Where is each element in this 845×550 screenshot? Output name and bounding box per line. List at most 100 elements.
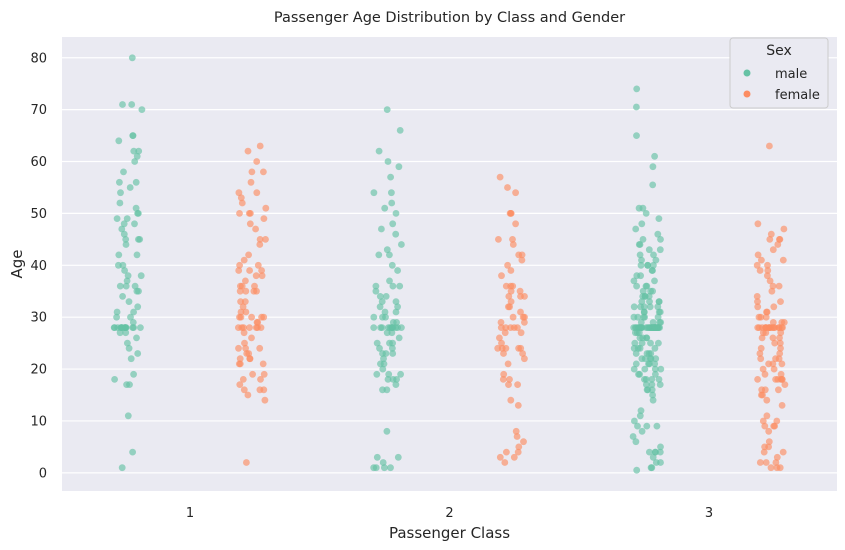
data-point-male <box>641 293 649 300</box>
data-point-male <box>632 350 640 357</box>
data-point-male <box>395 334 403 342</box>
data-point-male <box>125 344 133 352</box>
data-point-male <box>372 287 380 295</box>
data-point-female <box>248 168 256 176</box>
data-point-female <box>759 329 767 337</box>
data-point-male <box>124 272 132 280</box>
data-point-female <box>766 236 774 243</box>
data-point-male <box>634 422 641 430</box>
data-point-male <box>122 236 130 243</box>
data-point-female <box>242 344 250 352</box>
data-point-male <box>133 251 141 259</box>
data-point-male <box>126 184 134 191</box>
data-point-male <box>653 422 661 430</box>
data-point-female <box>763 308 770 316</box>
data-point-male <box>129 132 137 140</box>
data-point-male <box>119 101 126 108</box>
data-point-female <box>764 261 771 269</box>
data-point-female <box>514 324 521 331</box>
data-point-female <box>777 329 785 337</box>
data-point-male <box>629 433 637 440</box>
data-point-female <box>248 313 256 321</box>
data-point-male <box>398 241 405 248</box>
data-point-male <box>637 261 645 269</box>
data-point-male <box>392 210 400 217</box>
data-point-female <box>778 360 786 368</box>
data-point-female <box>237 194 245 202</box>
data-point-male <box>386 277 393 285</box>
data-point-male <box>656 308 664 316</box>
data-point-female <box>245 251 253 259</box>
data-point-male <box>377 324 384 331</box>
data-point-female <box>780 225 788 233</box>
data-point-female <box>496 453 504 461</box>
data-point-male <box>651 360 659 368</box>
data-point-female <box>499 376 507 383</box>
data-point-female <box>753 293 761 300</box>
data-point-male <box>648 381 656 388</box>
data-point-male <box>643 422 651 430</box>
data-point-female <box>761 443 768 451</box>
data-point-female <box>261 396 269 404</box>
data-point-female <box>244 147 252 155</box>
data-point-male <box>645 246 653 254</box>
data-point-female <box>517 308 524 316</box>
chart-title: Passenger Age Distribution by Class and … <box>274 10 625 26</box>
data-point-female <box>517 329 525 337</box>
data-point-male <box>123 215 131 223</box>
data-point-female <box>758 386 766 394</box>
data-point-male <box>373 339 381 347</box>
data-point-male <box>393 376 400 383</box>
data-point-male <box>389 350 397 357</box>
data-point-female <box>515 443 523 451</box>
data-point-male <box>386 251 393 259</box>
data-point-female <box>243 459 250 466</box>
data-point-male <box>116 178 123 186</box>
data-point-male <box>394 303 401 311</box>
legend-marker-female <box>743 90 751 98</box>
data-point-female <box>769 282 777 290</box>
data-point-male <box>651 277 658 285</box>
data-point-male <box>370 189 378 197</box>
data-point-female <box>496 334 503 342</box>
data-point-female <box>763 412 771 420</box>
data-point-female <box>774 241 782 248</box>
data-point-female <box>767 230 775 238</box>
data-point-male <box>380 355 387 363</box>
data-point-female <box>501 459 509 466</box>
data-point-female <box>498 339 505 347</box>
data-point-male <box>379 365 387 373</box>
data-point-male <box>388 329 396 337</box>
data-point-male <box>130 308 138 316</box>
data-point-female <box>753 261 761 269</box>
data-point-female <box>773 417 781 425</box>
data-point-female <box>247 210 254 217</box>
data-point-male <box>637 303 644 311</box>
data-point-male <box>131 158 139 165</box>
data-point-female <box>237 298 245 305</box>
data-point-male <box>637 319 645 326</box>
data-point-female <box>240 386 248 394</box>
data-point-male <box>116 282 124 290</box>
data-point-male <box>118 324 126 331</box>
data-point-female <box>500 350 507 357</box>
data-point-male <box>649 181 657 189</box>
data-point-male <box>135 147 143 155</box>
data-point-female <box>777 344 784 352</box>
data-point-male <box>638 220 646 228</box>
data-point-male <box>649 319 657 326</box>
data-point-female <box>260 313 268 321</box>
data-point-male <box>392 308 400 316</box>
plot-area <box>62 37 837 491</box>
data-point-female <box>495 236 502 243</box>
y-tick-label: 50 <box>30 207 47 222</box>
data-point-female <box>514 448 522 456</box>
data-point-female <box>245 350 253 357</box>
data-point-male <box>656 381 664 388</box>
data-point-male <box>652 355 660 363</box>
data-point-female <box>252 225 259 233</box>
data-point-female <box>516 287 524 295</box>
data-point-male <box>378 225 385 233</box>
data-point-female <box>253 189 261 197</box>
